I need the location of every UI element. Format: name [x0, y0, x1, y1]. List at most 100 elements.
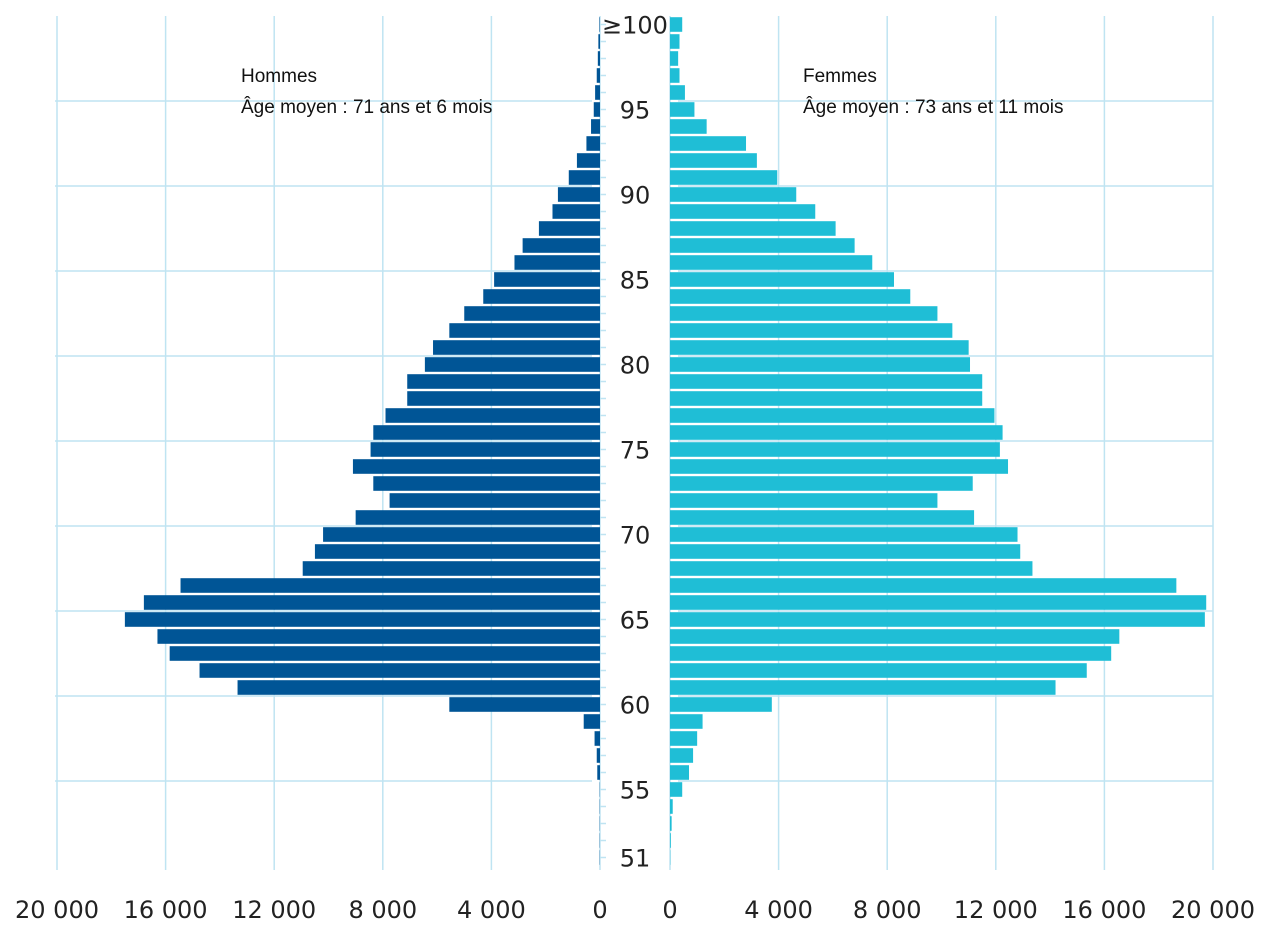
bar-femmes — [670, 374, 983, 389]
bar-femmes — [670, 85, 685, 100]
bar-hommes — [323, 527, 600, 542]
bar-hommes — [169, 646, 601, 661]
age-label: ≥100 — [602, 12, 668, 40]
bar-hommes — [494, 272, 600, 287]
bar-femmes — [670, 714, 703, 729]
bar-femmes — [670, 493, 938, 508]
age-label: 60 — [620, 692, 651, 720]
age-label: 90 — [620, 182, 651, 210]
bar-hommes — [355, 510, 600, 525]
age-label: 80 — [620, 352, 651, 380]
bar-hommes — [522, 238, 600, 253]
bar-femmes — [670, 442, 1000, 457]
legend-hommes-subtitle: Âge moyen : 71 ans et 6 mois — [241, 96, 492, 118]
bar-hommes — [591, 119, 600, 134]
bar-hommes — [180, 578, 600, 593]
bar-hommes — [373, 476, 600, 491]
bar-hommes — [595, 85, 600, 100]
bar-femmes — [670, 510, 975, 525]
bar-femmes — [670, 102, 695, 117]
bar-hommes — [597, 51, 600, 66]
bar-femmes — [670, 748, 694, 763]
bar-hommes — [407, 374, 600, 389]
bar-hommes — [599, 17, 600, 32]
bar-hommes — [596, 748, 600, 763]
bar-femmes — [670, 221, 836, 236]
bar-hommes — [302, 561, 600, 576]
bar-femmes — [670, 357, 971, 372]
bar-hommes — [483, 289, 600, 304]
bar-femmes — [670, 731, 698, 746]
bar-hommes — [593, 102, 600, 117]
bar-femmes — [670, 306, 938, 321]
x-tick-label-femmes: 8 000 — [853, 896, 922, 924]
x-tick-label-hommes: 8 000 — [348, 896, 417, 924]
bar-femmes — [670, 238, 855, 253]
bar-femmes — [670, 204, 816, 219]
bar-hommes — [552, 204, 600, 219]
bar-femmes — [670, 68, 680, 83]
bar-femmes — [670, 425, 1003, 440]
bar-femmes — [670, 663, 1087, 678]
bar-femmes — [670, 340, 969, 355]
bar-femmes — [670, 17, 683, 32]
bar-femmes — [670, 595, 1207, 610]
bar-hommes — [598, 34, 600, 49]
x-tick-label-hommes: 0 — [592, 896, 607, 924]
bar-hommes — [385, 408, 600, 423]
bar-hommes — [449, 323, 600, 338]
bar-femmes — [670, 544, 1021, 559]
bar-hommes — [568, 170, 600, 185]
bar-hommes — [389, 493, 600, 508]
bar-hommes — [596, 68, 600, 83]
bar-hommes — [237, 680, 601, 695]
x-tick-label-femmes: 4 000 — [744, 896, 813, 924]
bar-hommes — [433, 340, 600, 355]
x-tick-label-hommes: 20 000 — [15, 896, 99, 924]
bar-femmes — [670, 255, 873, 270]
bar-femmes — [670, 408, 995, 423]
bar-femmes — [670, 765, 690, 780]
age-label: 75 — [620, 437, 651, 465]
bar-femmes — [670, 782, 683, 797]
bar-femmes — [670, 272, 894, 287]
bar-femmes — [670, 629, 1120, 644]
bar-hommes — [157, 629, 600, 644]
bar-hommes — [373, 425, 600, 440]
bar-femmes — [670, 289, 911, 304]
bar-femmes — [670, 136, 747, 151]
bar-hommes — [449, 697, 600, 712]
bar-hommes — [124, 612, 600, 627]
age-label: 70 — [620, 522, 651, 550]
x-tick-label-hommes: 16 000 — [124, 896, 208, 924]
age-label: 65 — [620, 607, 651, 635]
x-tick-label-femmes: 12 000 — [954, 896, 1038, 924]
bar-femmes — [670, 680, 1056, 695]
x-tick-label-hommes: 12 000 — [232, 896, 316, 924]
bars-hommes — [124, 17, 601, 865]
bar-femmes — [670, 459, 1009, 474]
bar-femmes — [670, 187, 797, 202]
bar-femmes — [670, 816, 672, 831]
age-axis: ≥100 95 90 85 80 75 70 65 60 55 51 — [600, 12, 668, 873]
gridlines — [55, 16, 1214, 870]
x-tick-label-femmes: 0 — [662, 896, 677, 924]
bar-hommes — [586, 136, 600, 151]
bar-hommes — [594, 731, 600, 746]
legend-femmes-name: Femmes — [803, 66, 877, 87]
bar-hommes — [514, 255, 600, 270]
bar-femmes — [670, 646, 1112, 661]
bar-hommes — [143, 595, 600, 610]
bar-femmes — [670, 561, 1033, 576]
bar-hommes — [557, 187, 600, 202]
bar-femmes — [670, 34, 680, 49]
bar-femmes — [670, 51, 679, 66]
bar-femmes — [670, 153, 757, 168]
bar-femmes — [670, 527, 1018, 542]
x-tick-label-femmes: 16 000 — [1062, 896, 1146, 924]
bar-hommes — [370, 442, 600, 457]
bar-hommes — [576, 153, 600, 168]
bar-femmes — [670, 578, 1177, 593]
bar-femmes — [670, 119, 707, 134]
